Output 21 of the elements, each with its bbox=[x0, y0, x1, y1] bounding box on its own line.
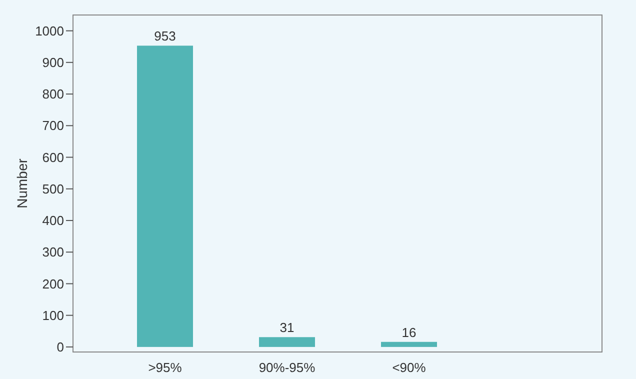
bar bbox=[381, 342, 437, 347]
y-tick-label: 600 bbox=[42, 150, 64, 165]
data-label: 31 bbox=[280, 320, 294, 336]
x-tick-label: 90%-95% bbox=[258, 360, 316, 375]
data-label: 953 bbox=[154, 28, 176, 44]
x-tick-label: <90% bbox=[392, 360, 426, 375]
y-tick-label: 900 bbox=[42, 54, 64, 70]
y-axis-title: Number bbox=[14, 158, 30, 208]
y-tick-label: 100 bbox=[42, 308, 64, 323]
y-tick-label: 0 bbox=[56, 339, 64, 354]
x-tick-label: >95% bbox=[148, 360, 182, 375]
y-tick-label: 1000 bbox=[35, 23, 64, 38]
y-tick-label: 500 bbox=[42, 181, 64, 196]
y-tick-label: 400 bbox=[42, 213, 64, 228]
y-tick-label: 200 bbox=[42, 276, 64, 292]
bar bbox=[259, 337, 315, 347]
y-tick-label: 700 bbox=[42, 118, 64, 134]
data-label: 16 bbox=[402, 324, 416, 340]
y-tick-label: 800 bbox=[42, 86, 64, 102]
bar bbox=[137, 46, 193, 347]
y-tick-label: 300 bbox=[42, 244, 64, 260]
